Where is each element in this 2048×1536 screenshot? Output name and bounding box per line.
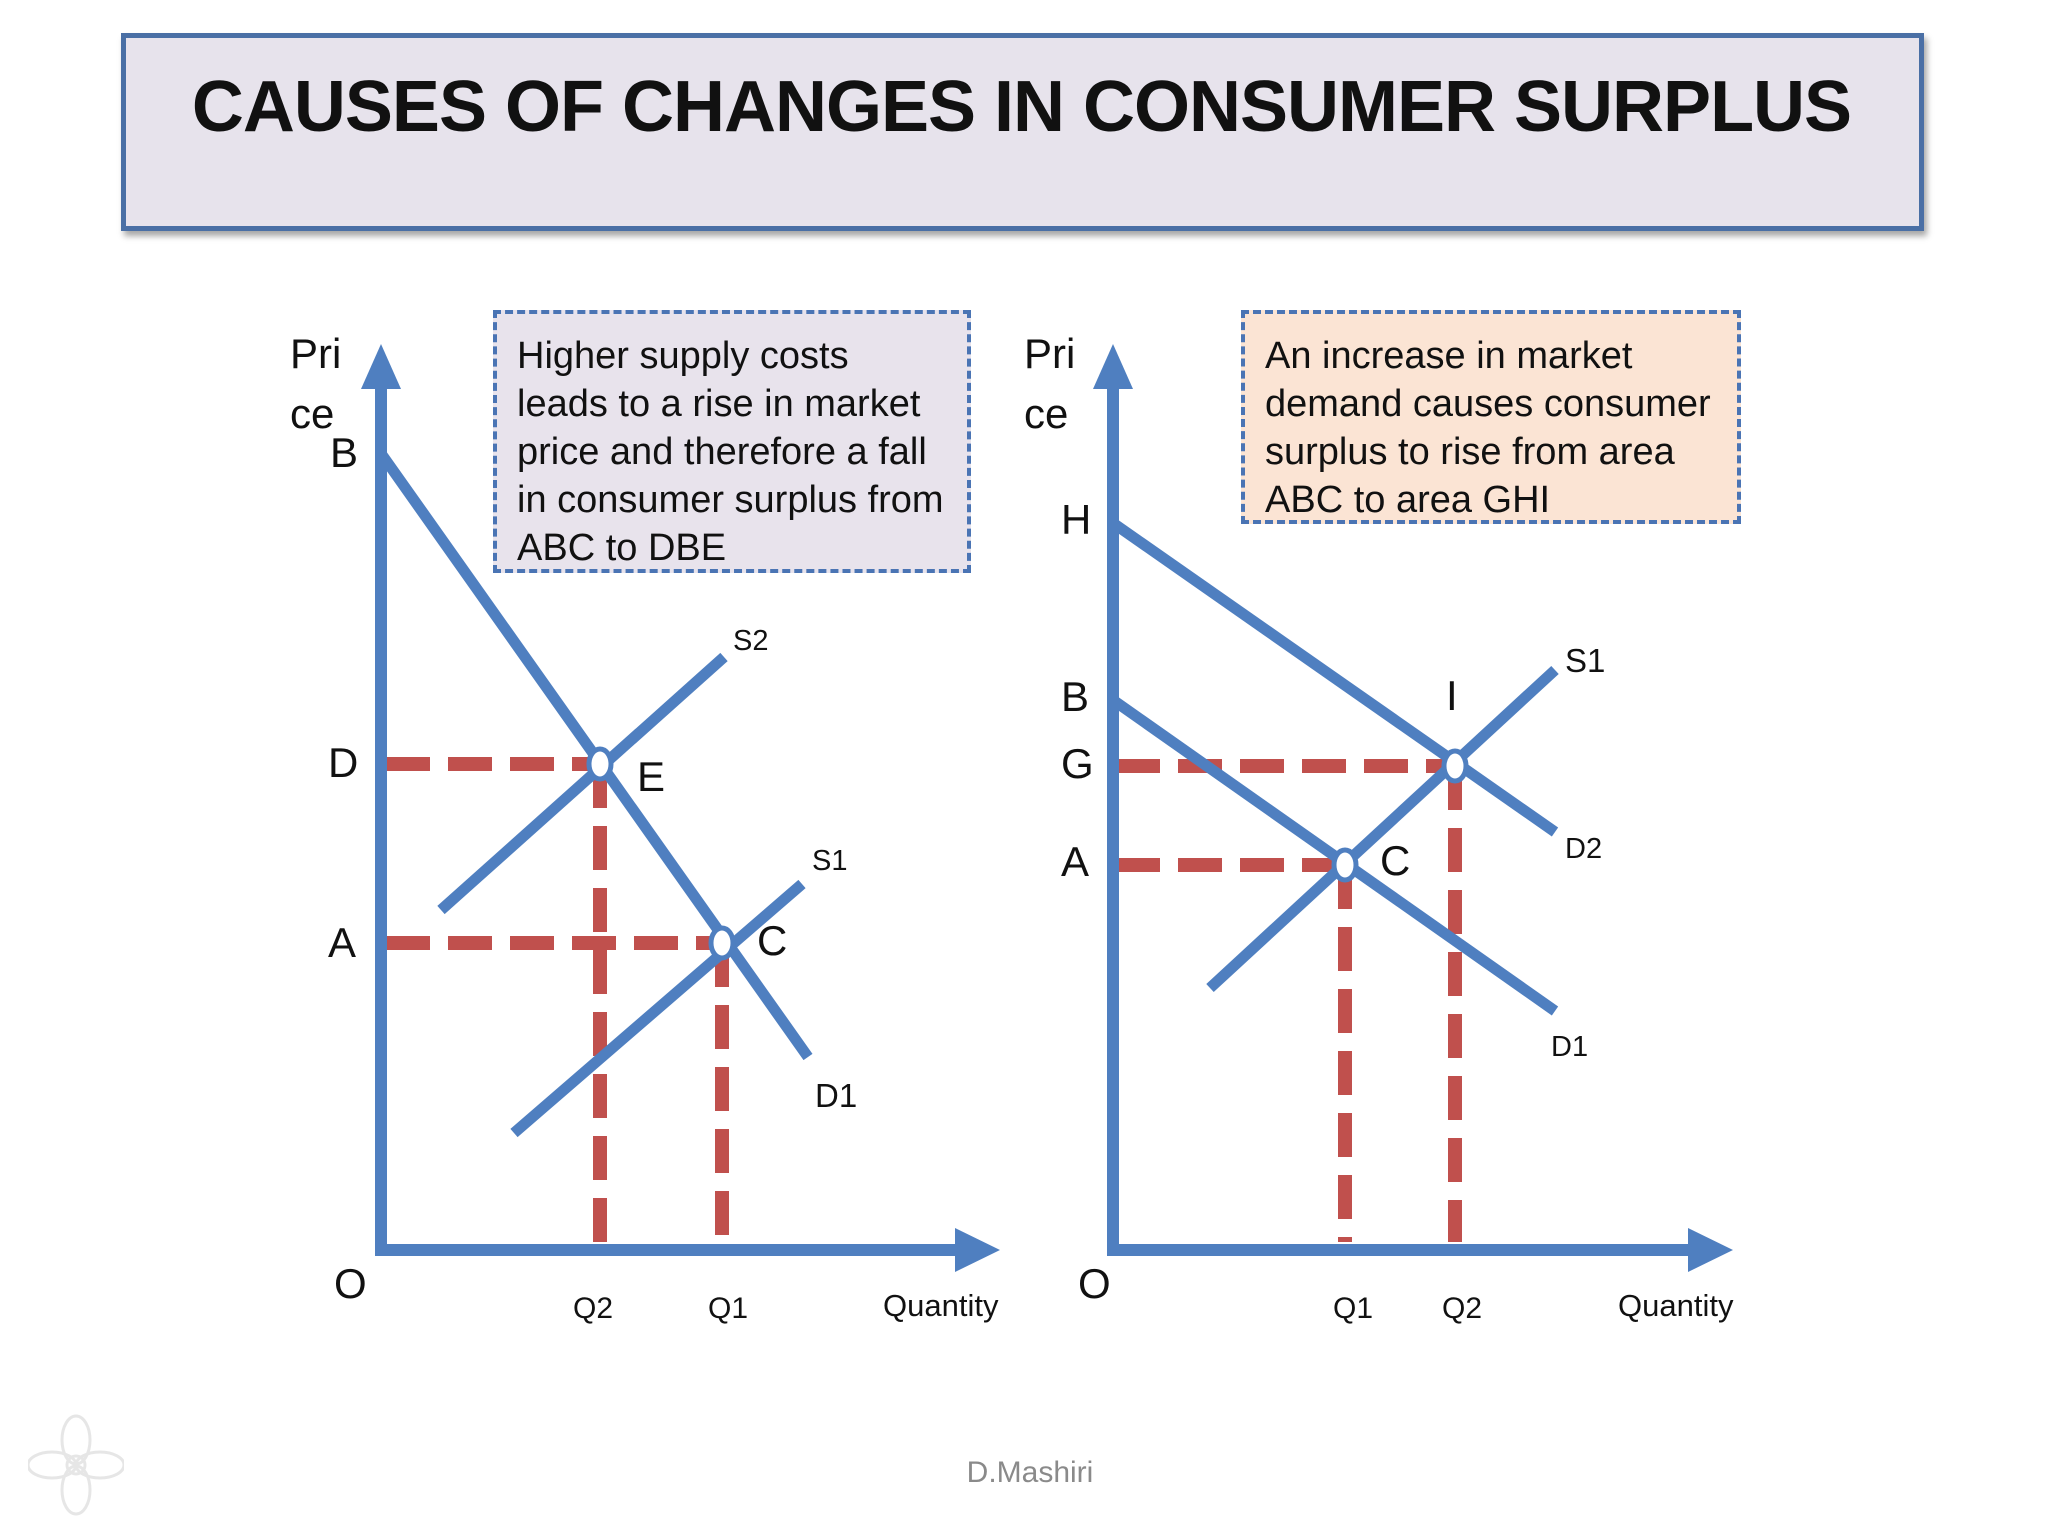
right-y-axis-arrowhead xyxy=(1093,344,1133,389)
right-curve-label-d2: D2 xyxy=(1565,833,1602,865)
left-point-label-c: C xyxy=(757,917,787,964)
right-price-label-b: B xyxy=(1061,673,1089,720)
right-point-label-i: I xyxy=(1446,672,1458,719)
right-s1-supply-curve xyxy=(1206,665,1559,993)
right-y-axis-label-line2: ce xyxy=(1024,390,1068,437)
left-point-label-e: E xyxy=(637,753,665,800)
right-explanation-note: An increase in market demand causes cons… xyxy=(1241,310,1741,524)
left-curve-label-d1: D1 xyxy=(815,1077,857,1114)
right-diagram: Pri ce H B G A O Q1 Q2 Quantity I C S1 D… xyxy=(1024,330,1734,1325)
left-x-axis-arrowhead xyxy=(955,1228,1000,1272)
right-y-axis-label-line1: Pri xyxy=(1024,330,1075,377)
left-point-c-marker xyxy=(708,925,736,961)
slide-title: CAUSES OF CHANGES IN CONSUMER SURPLUS xyxy=(191,67,1852,147)
left-quantity-label-q1: Q1 xyxy=(708,1292,748,1325)
left-explanation-note: Higher supply costs leads to a rise in m… xyxy=(493,310,971,573)
left-price-label-a: A xyxy=(328,919,356,966)
left-price-label-b: B xyxy=(330,429,358,476)
left-s2-supply-curve xyxy=(437,652,728,915)
title-banner xyxy=(121,33,1924,231)
right-d2-demand-curve xyxy=(1109,518,1559,837)
right-quantity-label-q2: Q2 xyxy=(1442,1292,1482,1325)
right-point-label-c: C xyxy=(1380,837,1410,884)
right-curve-label-s1: S1 xyxy=(1565,642,1605,679)
left-y-axis-label-line2: ce xyxy=(290,390,334,437)
author-footer: D.Mashiri xyxy=(966,1456,1094,1489)
flower-watermark-icon xyxy=(28,1414,124,1516)
left-curve-label-s1: S1 xyxy=(812,845,847,877)
left-curve-label-s2: S2 xyxy=(733,625,768,657)
left-y-axis-arrowhead xyxy=(361,344,401,389)
left-origin-label: O xyxy=(334,1260,367,1307)
right-price-label-h: H xyxy=(1061,496,1091,543)
left-price-label-d: D xyxy=(328,739,358,786)
right-point-c-marker xyxy=(1331,847,1359,883)
right-x-axis-arrowhead xyxy=(1688,1228,1733,1272)
left-y-axis-label-line1: Pri xyxy=(290,330,341,377)
left-point-e-marker xyxy=(586,746,614,782)
left-s1-supply-curve xyxy=(510,879,806,1138)
right-curve-label-d1: D1 xyxy=(1551,1031,1588,1063)
right-origin-label: O xyxy=(1078,1260,1111,1307)
left-diagram: Pri ce B D A O Q2 Q1 Quantity E C S2 S1 … xyxy=(290,330,1000,1325)
right-quantity-label-q1: Q1 xyxy=(1333,1292,1373,1325)
right-x-axis-label: Quantity xyxy=(1618,1288,1734,1323)
left-x-axis-label: Quantity xyxy=(883,1288,999,1323)
right-point-i-marker xyxy=(1441,748,1469,784)
right-price-label-a: A xyxy=(1061,838,1089,885)
left-quantity-label-q2: Q2 xyxy=(573,1292,613,1325)
right-price-label-g: G xyxy=(1061,740,1094,787)
